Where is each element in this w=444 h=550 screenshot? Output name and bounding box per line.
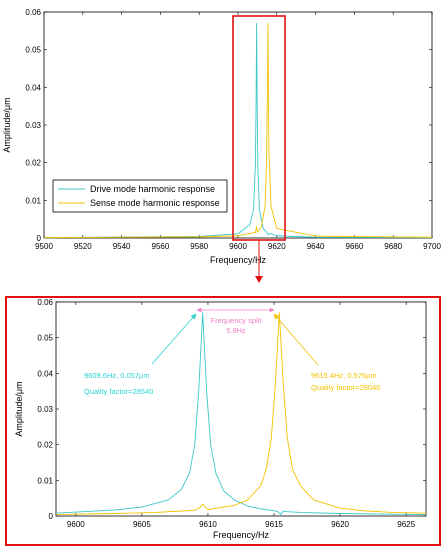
detail-frame — [5, 296, 441, 546]
detail-x-tick-label: 9605 — [133, 520, 151, 529]
overview-x-tick-label: 9500 — [35, 242, 53, 251]
overview-x-tick-label: 9640 — [307, 242, 325, 251]
detail-y-tick-label: 0.04 — [37, 369, 53, 378]
detail-y-tick-label: 0.03 — [37, 405, 53, 414]
overview-series-line-drive — [43, 22, 433, 239]
overview-x-tick-label: 9660 — [346, 242, 364, 251]
legend-sense-label: Sense mode harmonic response — [90, 198, 220, 208]
overview-x-ticks: 9500 9520 9540 9560 9580 9600 9620 9640 9660 9680… — [35, 12, 441, 251]
detail-x-tick-label: 9615 — [265, 520, 283, 529]
frequency-split-value: 5.8Hz — [226, 326, 246, 335]
overview-x-tick-label: 9520 — [74, 242, 92, 251]
overview-y-tick-label: 0 — [37, 234, 42, 243]
sense-peak-label: 9615.4Hz, 0.576μm — [311, 371, 377, 380]
sense-quality-factor: Quality factor=28040 — [311, 383, 380, 392]
overview-x-tick-label: 9680 — [384, 242, 402, 251]
overview-x-axis-label: Frequency/Hz — [210, 255, 267, 265]
detail-x-tick-label: 9625 — [397, 520, 415, 529]
sense-peak-arrow — [273, 313, 319, 366]
detail-y-tick-label: 0.06 — [37, 298, 53, 307]
drive-quality-factor: Quality factor=28540 — [84, 387, 153, 396]
detail-x-ticks: 9600 9605 9610 9615 9620 9625 — [67, 302, 416, 529]
overview-y-tick-label: 0.06 — [25, 8, 41, 17]
detail-chart: 00.010.020.030.040.050.06 9600 9605 9610 96… — [14, 298, 427, 540]
overview-x-tick-label: 9700 — [423, 242, 441, 251]
detail-series — [55, 312, 427, 516]
overview-y-tick-label: 0.04 — [25, 83, 41, 92]
overview-x-tick-label: 9540 — [113, 242, 131, 251]
overview-x-tick-label: 9560 — [152, 242, 170, 251]
detail-y-tick-label: 0.05 — [37, 334, 53, 343]
detail-series-line-drive — [55, 312, 427, 516]
detail-series-line-sense — [55, 312, 427, 516]
detail-x-axis-label: Frequency/Hz — [213, 530, 270, 540]
overview-y-tick-label: 0.03 — [25, 121, 41, 130]
zoom-arrow-icon — [255, 276, 263, 283]
overview-chart: 00.010.020.030.040.050.06 9500 9520 9540 95… — [2, 8, 441, 265]
detail-y-ticks: 0 0.01 0.02 0.03 0.04 0.05 0.06 — [37, 298, 426, 521]
overview-x-tick-label: 9620 — [268, 242, 286, 251]
frequency-split-title: Frequency split — [211, 316, 263, 325]
detail-y-tick-label: 0.02 — [37, 441, 53, 450]
detail-y-tick-label: 0.01 — [37, 476, 53, 485]
overview-series — [43, 22, 433, 239]
detail-y-axis-label: Amplitude/μm — [14, 381, 24, 436]
overview-y-tick-label: 0.05 — [25, 46, 41, 55]
drive-peak-label: 9609.6Hz, 0.057μm — [84, 371, 150, 380]
overview-y-tick-label: 0.02 — [25, 159, 41, 168]
detail-x-tick-label: 9610 — [199, 520, 217, 529]
overview-y-axis-label: Amplitude/μm — [2, 97, 12, 152]
overview-legend: Drive mode harmonic response Sense mode … — [52, 179, 228, 213]
detail-plot-area — [55, 301, 427, 517]
overview-y-tick-label: 0.01 — [25, 196, 41, 205]
legend-box — [52, 179, 228, 213]
drive-peak-arrow — [151, 313, 197, 365]
overview-x-tick-label: 9580 — [190, 242, 208, 251]
detail-x-tick-label: 9620 — [331, 520, 349, 529]
legend-drive-label: Drive mode harmonic response — [90, 184, 215, 194]
detail-x-tick-label: 9600 — [67, 520, 85, 529]
detail-y-tick-label: 0 — [49, 512, 54, 521]
overview-x-tick-label: 9600 — [229, 242, 247, 251]
overview-series-line-sense — [43, 22, 433, 239]
